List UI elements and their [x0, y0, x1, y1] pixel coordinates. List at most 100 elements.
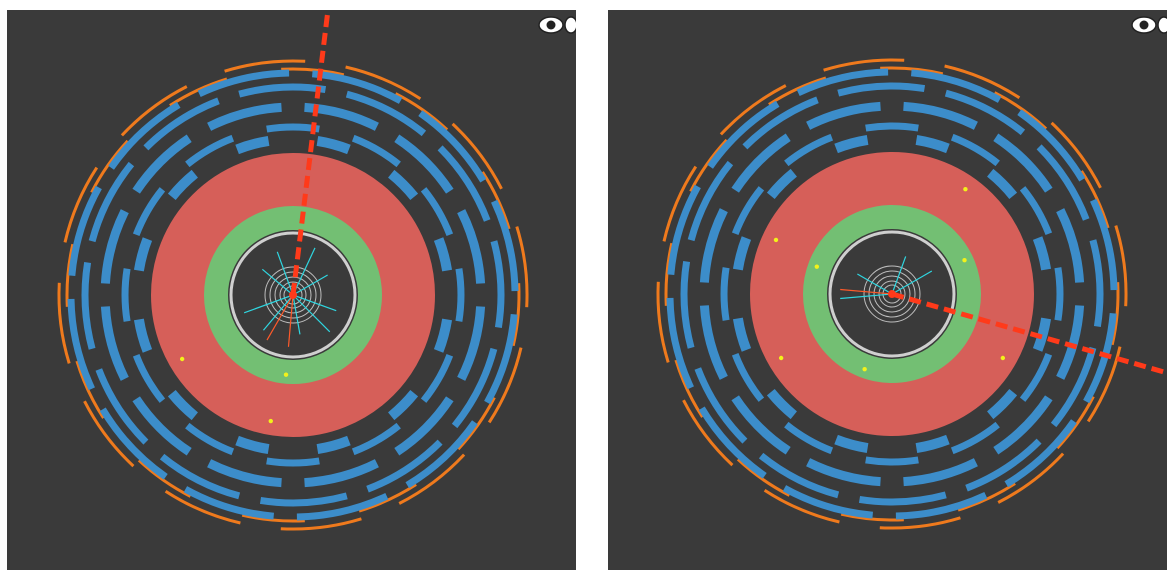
muon-outer-segment — [719, 84, 787, 136]
muon-chamber-segment — [1089, 239, 1104, 328]
muon-chamber-segment — [950, 421, 1000, 455]
muon-chamber-segment — [132, 187, 166, 237]
muon-chamber-segment — [950, 133, 1000, 167]
muon-chamber-segment — [167, 169, 199, 201]
muon-outer-segment — [75, 360, 105, 419]
muon-outer-segment — [241, 513, 305, 523]
muon-chamber-segment — [806, 458, 881, 487]
muon-chamber-segment — [457, 209, 486, 284]
muon-chamber-segment — [133, 237, 153, 272]
muon-chamber-segment — [455, 268, 465, 322]
muon-chamber-segment — [207, 459, 282, 488]
track — [292, 274, 328, 296]
muon-chamber-segment — [698, 406, 767, 479]
inner-tracker-ring — [279, 281, 307, 309]
muon-chamber-segment — [731, 395, 791, 455]
muon-chamber-segment — [266, 123, 320, 133]
muon-outer-segment — [224, 59, 306, 73]
inner-tracker-ring — [264, 266, 322, 324]
energy-deposit — [1000, 355, 1006, 361]
muon-chamber-segment — [99, 407, 168, 480]
muon-chamber-segment — [81, 261, 96, 350]
muon-chamber-segment — [394, 134, 454, 194]
muon-chamber-segment — [758, 452, 840, 499]
detector-view-right — [656, 58, 1167, 530]
inner-tracker-ring — [868, 270, 916, 318]
muon-chamber-segment — [132, 353, 166, 403]
energy-deposit — [283, 372, 289, 377]
energy-deposit — [778, 355, 784, 361]
muon-chamber-segment — [185, 422, 235, 456]
track — [287, 294, 294, 347]
inner-tracker-ring — [863, 265, 921, 323]
muon-chamber-segment — [351, 134, 401, 168]
track — [276, 251, 294, 296]
muon-chamber-segment — [296, 493, 389, 521]
track — [840, 293, 893, 300]
track — [840, 288, 893, 295]
muon-chamber-segment — [986, 388, 1018, 420]
muon-chamber-segment — [197, 69, 290, 97]
muon-chamber-segment — [159, 453, 241, 500]
track — [857, 273, 893, 295]
track — [266, 294, 294, 341]
muon-chamber-segment — [731, 186, 765, 236]
muon-chamber-segment — [100, 209, 129, 284]
muon-outer-segment — [394, 92, 449, 131]
muon-outer-segment — [65, 243, 75, 307]
muon-chamber-segment — [366, 439, 443, 493]
muon-chamber-segment — [666, 297, 694, 390]
muon-chamber-segment — [903, 458, 978, 487]
muon-outer-segment — [120, 85, 188, 137]
energy-deposit — [814, 264, 820, 269]
muon-chamber-segment — [687, 160, 734, 242]
muon-chamber-segment — [1032, 317, 1052, 352]
muon-chamber-segment — [433, 237, 453, 272]
track — [292, 294, 337, 312]
muon-outer-segment — [281, 67, 345, 77]
muon-chamber-segment — [235, 135, 270, 155]
muon-outer-segment — [1110, 282, 1120, 346]
muon-chamber-segment — [1090, 198, 1118, 291]
muon-outer-segment — [515, 226, 529, 308]
muon-chamber-segment — [993, 395, 1053, 455]
muon-chamber-segment — [88, 161, 135, 243]
muon-chamber-segment — [965, 438, 1042, 492]
muon-chamber-segment — [731, 352, 765, 402]
muon-chamber-segment — [490, 240, 505, 329]
energy-deposit — [179, 356, 185, 362]
muon-outer-segment — [957, 482, 1016, 512]
muon-chamber-segment — [67, 298, 95, 391]
muon-chamber-segment — [437, 145, 491, 222]
energy-deposit — [268, 418, 273, 424]
muon-chamber-segment — [895, 492, 988, 520]
muon-chamber-segment — [806, 101, 881, 130]
eye-icon[interactable] — [537, 12, 576, 38]
muon-chamber-segment — [387, 389, 419, 421]
muon-outer-segment — [398, 453, 466, 505]
muon-chamber-segment — [235, 435, 270, 455]
event-display-right — [608, 10, 1167, 570]
muon-chamber-segment — [915, 434, 950, 454]
eye-icon[interactable] — [1130, 12, 1167, 38]
muon-outer-segment — [57, 282, 71, 364]
hadronic-calorimeter — [750, 152, 1034, 436]
muon-outer-segment — [358, 483, 417, 513]
muon-outer-segment — [169, 77, 228, 107]
muon-outer-segment — [164, 489, 241, 525]
muon-outer-segment — [451, 122, 503, 190]
muon-chamber-segment — [95, 368, 149, 445]
muon-outer-segment — [682, 399, 734, 467]
muon-chamber-segment — [183, 486, 275, 520]
muon-chamber-segment — [484, 313, 518, 405]
track — [292, 294, 301, 335]
muon-outer-segment — [880, 66, 944, 76]
muon-chamber-segment — [1019, 352, 1053, 402]
muon-outer-segment — [944, 64, 1021, 100]
tracker-boundary — [828, 230, 956, 358]
tracker-boundary — [229, 231, 357, 359]
muon-chamber-segment — [1019, 186, 1053, 236]
muon-chamber-segment — [837, 82, 926, 97]
muon-outer-segment — [280, 517, 362, 531]
muon-chamber-segment — [316, 435, 351, 455]
